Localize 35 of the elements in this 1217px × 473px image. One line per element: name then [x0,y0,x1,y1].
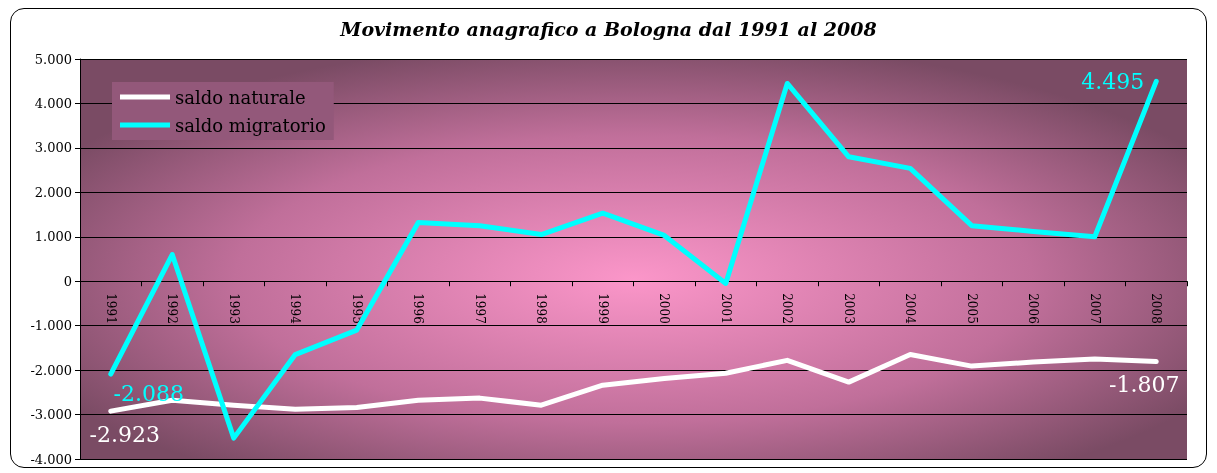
y-tick-label: 5.000 [34,51,72,67]
x-tick-label: 2003 [841,293,856,324]
data-label: -1.807 [1109,372,1180,398]
y-tick-label: 0 [63,273,72,289]
x-tick-label: 2006 [1026,293,1041,324]
y-tick-label: -4.000 [30,451,72,467]
x-tick-label: 1992 [165,293,180,324]
x-tick-label: 1998 [534,293,549,324]
x-tick-label: 1997 [472,293,487,324]
y-tick-label: 1.000 [34,229,72,245]
x-tick-label: 1995 [349,293,364,324]
data-label: -2.088 [113,380,184,406]
x-tick-label: 1993 [226,293,241,324]
legend-label: saldo naturale [175,86,306,108]
x-tick-label: 2001 [718,293,733,324]
y-tick-label: -2.000 [30,362,72,378]
y-tick-label: -1.000 [30,318,72,334]
x-tick-label: 2007 [1087,293,1102,324]
x-tick-label: 2008 [1149,293,1164,324]
x-tick-label: 2005 [964,293,979,324]
x-tick-label: 2004 [903,293,918,325]
x-tick-label: 1994 [288,293,303,325]
chart-title: Movimento anagrafico a Bologna dal 1991 al 2008 [339,17,877,40]
x-tick-label: 1991 [103,293,118,324]
y-tick-label: 3.000 [34,140,72,156]
data-label: -2.923 [89,421,160,447]
x-tick-label: 2000 [657,293,672,324]
y-tick-label: -3.000 [30,407,72,423]
y-tick-label: 4.000 [34,95,72,111]
x-tick-label: 2002 [780,293,795,324]
legend-label: saldo migratorio [175,114,326,136]
x-tick-label: 1999 [595,293,610,324]
y-tick-label: 2.000 [34,184,72,200]
x-tick-label: 1996 [411,293,426,324]
data-label: 4.495 [1081,68,1145,94]
